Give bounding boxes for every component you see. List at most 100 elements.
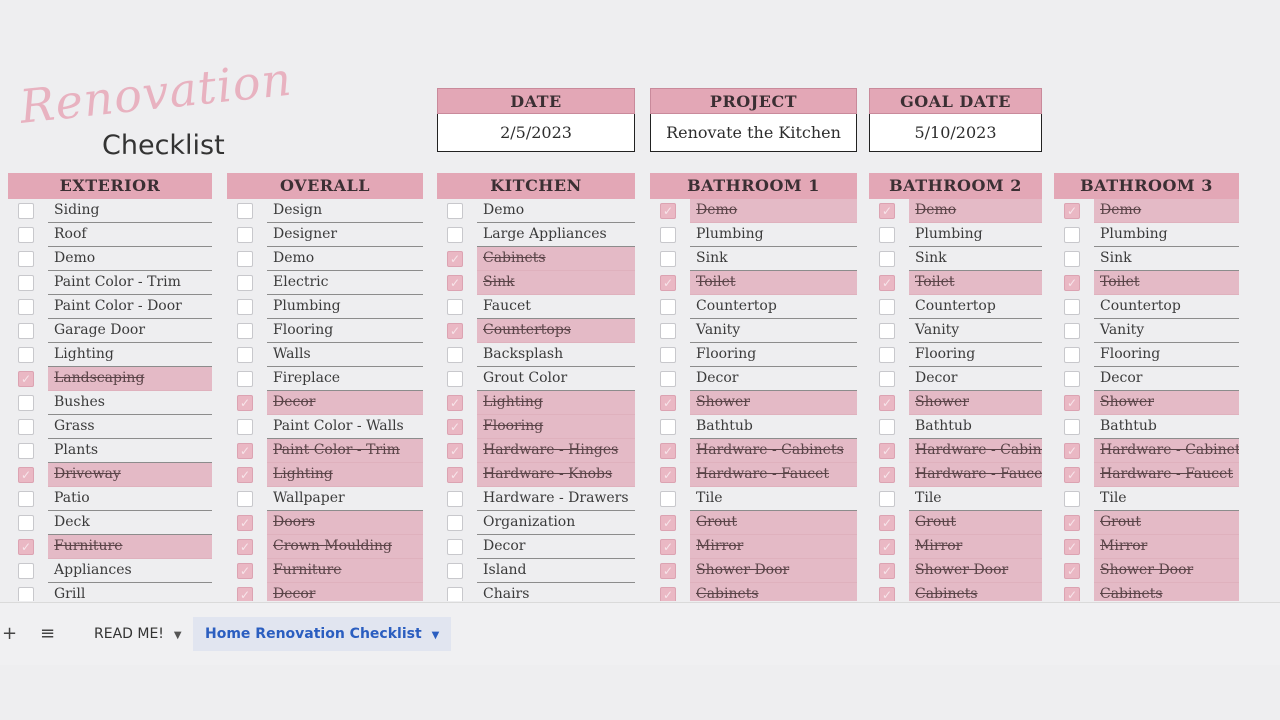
checkbox[interactable] (237, 491, 253, 507)
checklist-item-label[interactable]: Shower (909, 391, 1042, 415)
checkbox[interactable] (237, 299, 253, 315)
checkbox[interactable]: ✓ (660, 587, 676, 601)
checkbox[interactable] (447, 203, 463, 219)
checkbox[interactable]: ✓ (18, 371, 34, 387)
checklist-item-label[interactable]: Demo (909, 199, 1042, 223)
checklist-item-label[interactable]: Roof (48, 223, 212, 247)
checklist-item-label[interactable]: Designer (267, 223, 423, 247)
checkbox[interactable] (660, 419, 676, 435)
checklist-item-label[interactable]: Decor (1094, 367, 1239, 391)
checkbox[interactable]: ✓ (879, 203, 895, 219)
checklist-item-label[interactable]: Fireplace (267, 367, 423, 391)
checkbox[interactable] (447, 371, 463, 387)
checklist-item-label[interactable]: Faucet (477, 295, 635, 319)
checkbox[interactable]: ✓ (237, 443, 253, 459)
tab-dropdown-arrow-icon[interactable]: ▼ (173, 630, 182, 641)
checkbox[interactable] (18, 347, 34, 363)
checklist-item-label[interactable]: Cabinets (1094, 583, 1239, 601)
checklist-item-label[interactable]: Vanity (690, 319, 857, 343)
checkbox[interactable] (18, 443, 34, 459)
checkbox[interactable]: ✓ (447, 251, 463, 267)
checklist-item-label[interactable]: Plumbing (267, 295, 423, 319)
checkbox[interactable] (237, 275, 253, 291)
checklist-item-label[interactable]: Furniture (267, 559, 423, 583)
checklist-item-label[interactable]: Countertop (1094, 295, 1239, 319)
checklist-item-label[interactable]: Bathtub (909, 415, 1042, 439)
checklist-item-label[interactable]: Mirror (690, 535, 857, 559)
checkbox[interactable]: ✓ (1064, 515, 1080, 531)
checkbox[interactable] (447, 515, 463, 531)
goal-date-value-cell[interactable]: 5/10/2023 (869, 114, 1042, 152)
checkbox[interactable]: ✓ (879, 395, 895, 411)
checklist-item-label[interactable]: Shower Door (690, 559, 857, 583)
checkbox[interactable] (879, 371, 895, 387)
checkbox[interactable] (1064, 371, 1080, 387)
checkbox[interactable] (18, 515, 34, 531)
checkbox[interactable] (18, 275, 34, 291)
checkbox[interactable] (660, 347, 676, 363)
checkbox[interactable] (18, 563, 34, 579)
checklist-item-label[interactable]: Large Appliances (477, 223, 635, 247)
tab-dropdown-arrow-icon[interactable]: ▼ (431, 630, 440, 641)
checkbox[interactable]: ✓ (879, 467, 895, 483)
checkbox[interactable]: ✓ (237, 539, 253, 555)
checkbox[interactable] (237, 371, 253, 387)
checkbox[interactable] (447, 491, 463, 507)
checklist-item-label[interactable]: Plumbing (1094, 223, 1239, 247)
checkbox[interactable]: ✓ (660, 275, 676, 291)
checkbox[interactable] (1064, 491, 1080, 507)
checkbox[interactable] (660, 371, 676, 387)
checkbox[interactable] (660, 323, 676, 339)
checklist-item-label[interactable]: Toilet (909, 271, 1042, 295)
checklist-item-label[interactable]: Grout Color (477, 367, 635, 391)
checkbox[interactable]: ✓ (237, 587, 253, 601)
checklist-item-label[interactable]: Grout (909, 511, 1042, 535)
checklist-item-label[interactable]: Siding (48, 199, 212, 223)
checkbox[interactable]: ✓ (1064, 275, 1080, 291)
checklist-item-label[interactable]: Sink (690, 247, 857, 271)
checkbox[interactable]: ✓ (237, 395, 253, 411)
checklist-item-label[interactable]: Hardware - Knobs (477, 463, 635, 487)
checklist-item-label[interactable]: Tile (909, 487, 1042, 511)
checkbox[interactable] (879, 299, 895, 315)
checkbox[interactable]: ✓ (1064, 587, 1080, 601)
checklist-item-label[interactable]: Flooring (477, 415, 635, 439)
checkbox[interactable] (18, 299, 34, 315)
checklist-item-label[interactable]: Toilet (1094, 271, 1239, 295)
checkbox[interactable] (18, 395, 34, 411)
checklist-item-label[interactable]: Wallpaper (267, 487, 423, 511)
checkbox[interactable] (879, 227, 895, 243)
checkbox[interactable] (660, 491, 676, 507)
checklist-item-label[interactable]: Hardware - Faucet (1094, 463, 1239, 487)
checklist-item-label[interactable]: Appliances (48, 559, 212, 583)
checkbox[interactable] (447, 587, 463, 601)
add-sheet-icon[interactable]: + (2, 623, 18, 644)
checklist-item-label[interactable]: Demo (477, 199, 635, 223)
checklist-item-label[interactable]: Hardware - Drawers (477, 487, 635, 511)
checklist-item-label[interactable]: Hardware - Hinges (477, 439, 635, 463)
checkbox[interactable]: ✓ (447, 467, 463, 483)
checklist-item-label[interactable]: Cabinets (909, 583, 1042, 601)
checklist-item-label[interactable]: Paint Color - Trim (48, 271, 212, 295)
checkbox[interactable]: ✓ (660, 467, 676, 483)
checkbox[interactable]: ✓ (1064, 563, 1080, 579)
checkbox[interactable] (18, 203, 34, 219)
checkbox[interactable] (18, 227, 34, 243)
checklist-item-label[interactable]: Demo (1094, 199, 1239, 223)
checkbox[interactable]: ✓ (18, 467, 34, 483)
checklist-item-label[interactable]: Hardware - Cabinets (690, 439, 857, 463)
checkbox[interactable]: ✓ (447, 323, 463, 339)
checklist-item-label[interactable]: Flooring (267, 319, 423, 343)
checklist-item-label[interactable]: Lighting (267, 463, 423, 487)
checkbox[interactable] (1064, 323, 1080, 339)
checklist-item-label[interactable]: Paint Color - Door (48, 295, 212, 319)
checkbox[interactable]: ✓ (660, 563, 676, 579)
checklist-item-label[interactable]: Cabinets (477, 247, 635, 271)
checklist-item-label[interactable]: Furniture (48, 535, 212, 559)
checklist-item-label[interactable]: Walls (267, 343, 423, 367)
checkbox[interactable]: ✓ (1064, 443, 1080, 459)
checklist-item-label[interactable]: Tile (690, 487, 857, 511)
checkbox[interactable]: ✓ (237, 467, 253, 483)
checkbox[interactable]: ✓ (879, 539, 895, 555)
checklist-item-label[interactable]: Vanity (1094, 319, 1239, 343)
